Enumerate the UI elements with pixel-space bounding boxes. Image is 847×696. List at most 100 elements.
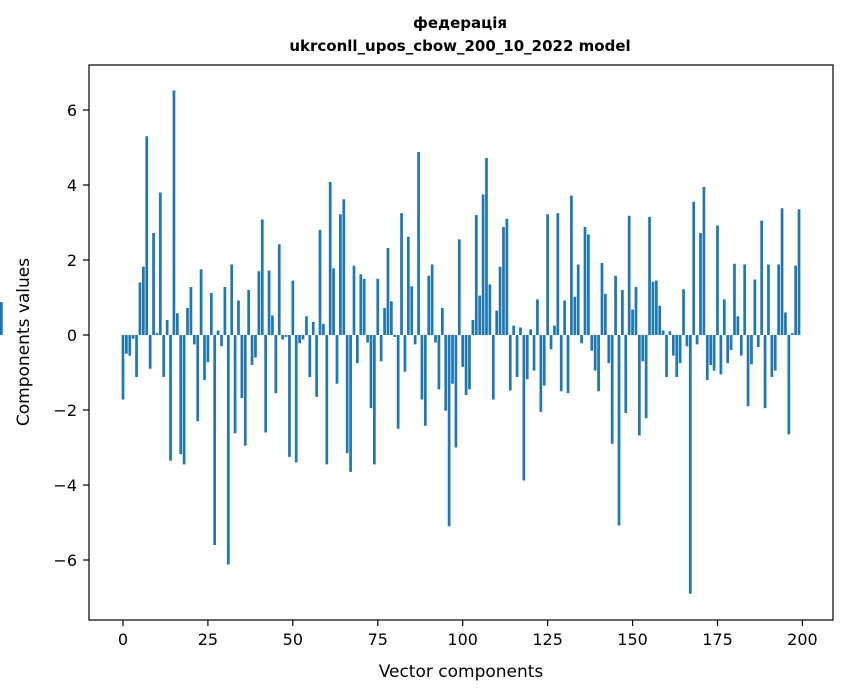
bar	[0, 302, 3, 335]
bar	[784, 312, 787, 335]
bar	[220, 335, 223, 347]
bar	[563, 300, 566, 335]
bar	[298, 335, 301, 344]
bar	[685, 335, 689, 347]
bar	[542, 335, 546, 386]
bar	[638, 335, 641, 436]
bar	[471, 320, 475, 335]
bar	[254, 335, 257, 358]
bar	[790, 333, 794, 336]
bar	[702, 186, 706, 336]
bar	[753, 279, 757, 335]
bar	[196, 335, 200, 422]
bar	[434, 335, 437, 343]
bar	[209, 293, 213, 335]
bar	[437, 335, 441, 390]
bar	[308, 335, 312, 377]
bar	[583, 227, 587, 335]
bar	[695, 335, 699, 345]
y-axis-label: Components values	[14, 258, 34, 426]
bar	[607, 335, 611, 364]
bar	[148, 335, 152, 369]
bar	[379, 335, 383, 362]
bar	[512, 325, 516, 336]
y-tick-label: 6	[67, 101, 77, 120]
x-axis-label: Vector components	[379, 662, 544, 682]
bar	[770, 335, 774, 377]
bar	[457, 239, 461, 336]
bar	[549, 335, 553, 350]
bar	[362, 278, 366, 335]
bar	[145, 136, 149, 335]
bar-series	[0, 90, 801, 594]
bar	[699, 233, 702, 335]
bar	[366, 335, 369, 343]
bar	[339, 214, 342, 335]
bar	[332, 268, 335, 335]
bar	[342, 199, 346, 335]
bar	[322, 323, 325, 335]
bar	[780, 208, 784, 335]
bar	[454, 335, 458, 448]
x-tick-label: 0	[118, 630, 128, 649]
bar	[386, 248, 390, 335]
bar	[288, 335, 291, 457]
bar	[267, 270, 271, 335]
bar	[121, 335, 125, 400]
bar	[206, 335, 210, 362]
bar	[383, 308, 386, 335]
bar	[532, 335, 536, 371]
x-tick-label: 200	[787, 630, 818, 649]
bar	[756, 335, 760, 347]
bar	[553, 325, 556, 336]
bar	[175, 313, 179, 335]
bar	[142, 266, 145, 335]
bar	[692, 201, 696, 336]
bar	[216, 330, 220, 335]
bar	[627, 215, 631, 335]
y-tick-label: 0	[67, 326, 77, 345]
bar	[203, 335, 206, 380]
bar	[519, 327, 522, 335]
bar	[566, 335, 570, 394]
bar	[444, 335, 448, 411]
bar	[587, 234, 590, 335]
bar	[559, 335, 563, 392]
y-tick-label: 4	[67, 176, 77, 195]
bar	[729, 335, 733, 350]
bar	[682, 289, 685, 335]
bar	[226, 335, 230, 565]
y-axis-ticks: −6 −4 −2 0 2 4 6	[53, 101, 89, 570]
bar	[773, 335, 777, 371]
bar	[481, 194, 485, 336]
bar	[508, 335, 512, 391]
bar	[539, 335, 543, 412]
bar	[797, 209, 801, 336]
bar	[125, 335, 128, 354]
bar	[152, 233, 155, 335]
bar	[576, 264, 580, 335]
bar	[485, 158, 488, 335]
bar	[352, 265, 356, 336]
bar	[522, 335, 526, 481]
bar	[621, 290, 624, 335]
bar	[624, 335, 628, 413]
bar	[247, 290, 251, 335]
bar	[631, 309, 634, 335]
bar	[318, 230, 322, 335]
bar	[257, 271, 261, 335]
bar	[274, 335, 278, 394]
bar	[165, 320, 169, 335]
bar	[644, 335, 648, 419]
bar	[515, 335, 519, 377]
bar	[315, 335, 318, 397]
bar	[491, 335, 495, 400]
bar	[743, 264, 747, 335]
bar	[301, 335, 305, 340]
x-tick-label: 50	[283, 630, 303, 649]
bar	[250, 335, 254, 365]
bar	[593, 335, 597, 371]
bar	[264, 335, 268, 433]
bar	[131, 335, 135, 339]
